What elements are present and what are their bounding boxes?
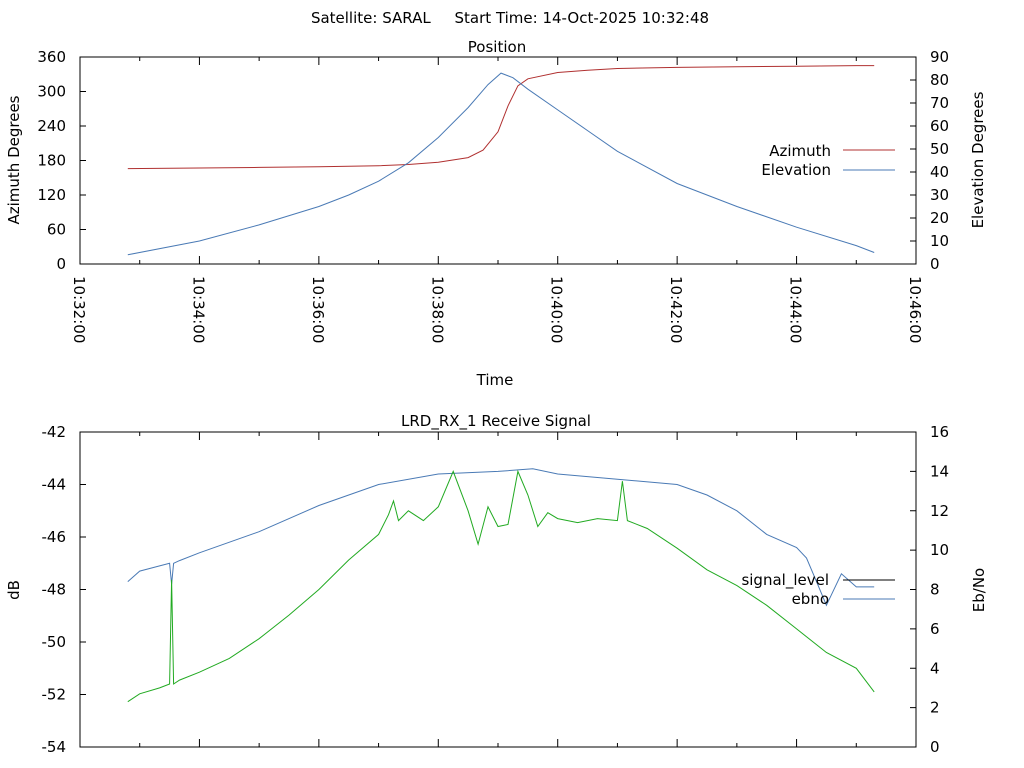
y-tick-label: 240 [37,117,66,135]
y2-tick-label: 40 [930,163,949,181]
y2-tick-label: 80 [930,71,949,89]
position-y2-axis-label: Elevation Degrees [969,91,987,228]
y2-tick-label: 90 [930,48,949,66]
x-tick-label: 10:36:00 [309,276,327,343]
y2-tick-label: 60 [930,117,949,135]
y2-tick-label: 8 [930,581,940,599]
position-x-axis: 10:32:00 10:34:00 10:36:00 10:38:00 10:40:00… [70,57,924,343]
signal-y2-axis: 0 2 4 6 8 10 12 14 16 [910,423,949,756]
y2-tick-label: 10 [930,232,949,250]
position-chart-title: Position [468,38,526,56]
x-tick-label: 10:46:00 [906,276,924,343]
y-tick-label: -50 [42,633,67,651]
y2-tick-label: 12 [930,502,949,520]
y-tick-label: -42 [42,423,67,441]
y2-tick-label: 16 [930,423,949,441]
y-tick-label: 180 [37,152,66,170]
x-tick-label: 10:34:00 [189,276,207,343]
y2-tick-label: 2 [930,699,940,717]
position-legend: Azimuth Elevation [761,142,895,179]
signal-y-axis-label: dB [5,580,23,600]
series-line-signal-level [127,468,875,607]
signal-y2-axis-label: Eb/No [970,568,988,612]
y-tick-label: -52 [42,686,67,704]
y-tick-label: 300 [37,83,66,101]
y-tick-label: -46 [42,528,67,546]
legend-elevation-label: Elevation [761,161,831,179]
position-y2-axis: 0 10 20 30 40 50 60 70 80 90 [910,48,949,273]
y-tick-label: -44 [42,476,67,494]
y-tick-label: 60 [47,221,66,239]
y2-tick-label: 10 [930,541,949,559]
x-tick-label: 10:44:00 [787,276,805,343]
signal-y-axis: -54 -52 -50 -48 -46 -44 -42 [42,423,86,756]
y2-tick-label: 70 [930,94,949,112]
y2-tick-label: 14 [930,462,949,480]
x-tick-label: 10:40:00 [548,276,566,343]
y2-tick-label: 50 [930,140,949,158]
y2-tick-label: 0 [930,738,940,756]
legend-azimuth-label: Azimuth [769,142,831,160]
signal-legend: signal_level ebno [741,571,895,608]
legend-ebno-label: ebno [792,590,829,608]
position-y-axis: 0 60 120 180 240 300 360 [37,48,86,273]
x-tick-label: 10:32:00 [70,276,88,343]
position-chart: Position 0 60 120 180 240 300 360 0 10 20 30 40 50 6… [5,38,987,389]
series-line-azimuth [127,65,875,170]
signal-series [127,468,875,703]
y2-tick-label: 4 [930,659,940,677]
position-y-axis-label: Azimuth Degrees [5,95,23,224]
signal-chart: LRD_RX_1 Receive Signal -54-52-50-48-46-… [5,412,988,756]
y2-tick-label: 20 [930,209,949,227]
y-tick-label: -54 [42,738,67,756]
y-tick-label: 120 [37,186,66,204]
x-tick-label: 10:42:00 [667,276,685,343]
y2-tick-label: 0 [930,255,940,273]
signal-x-axis [79,432,917,747]
y2-tick-label: 6 [930,620,940,638]
series-line-elevation [127,72,875,256]
position-x-axis-label: Time [476,371,514,389]
legend-signal-level-label: signal_level [741,571,829,590]
y-tick-label: -48 [42,581,67,599]
x-tick-label: 10:38:00 [428,276,446,343]
signal-chart-title: LRD_RX_1 Receive Signal [401,412,591,431]
y-tick-label: 360 [37,48,66,66]
main-title: Satellite: SARAL Start Time: 14-Oct-2025… [311,9,709,27]
y2-tick-label: 30 [930,186,949,204]
position-series [127,65,875,256]
y-tick-label: 0 [56,255,66,273]
series-line-ebno [127,469,875,703]
